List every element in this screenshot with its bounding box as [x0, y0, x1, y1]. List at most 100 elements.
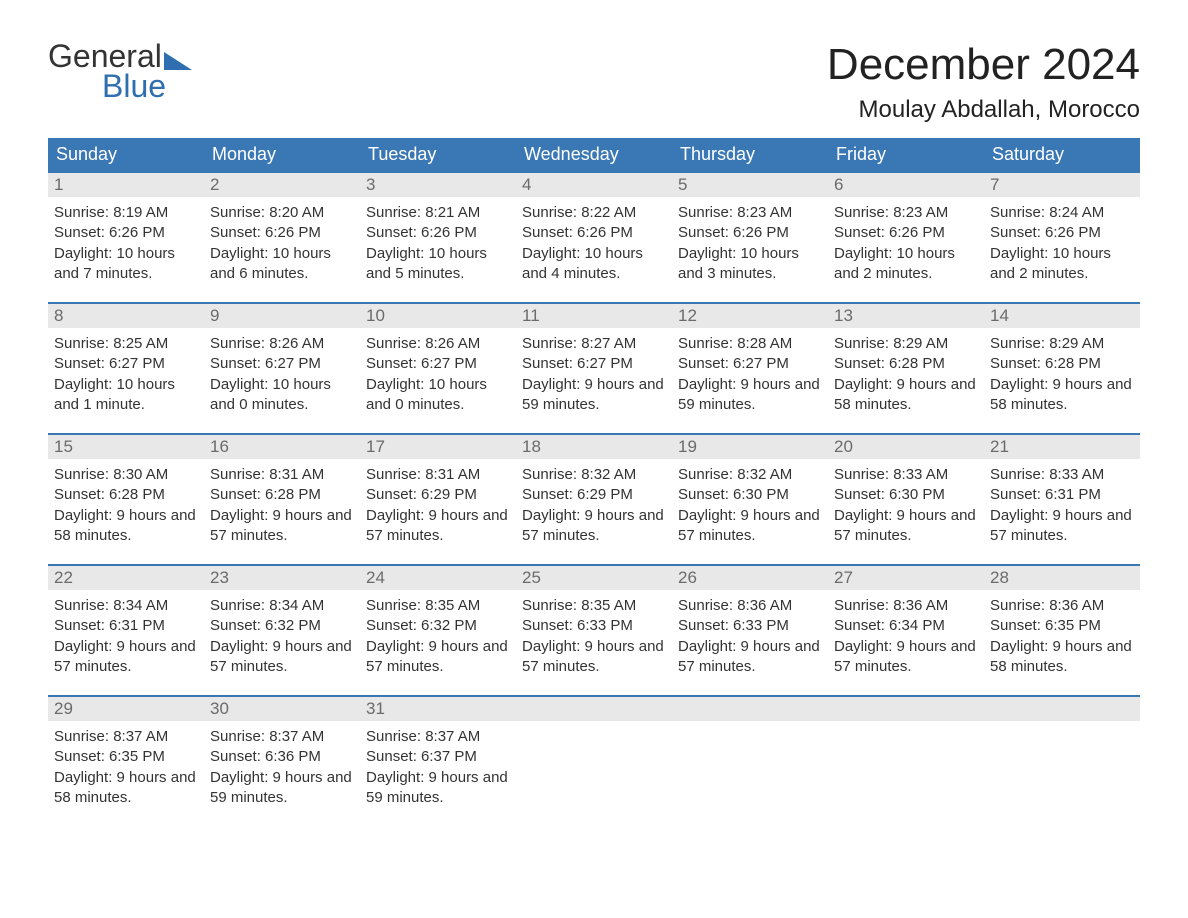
sunset-line: Sunset: 6:28 PM [210, 485, 354, 505]
sunset-line: Sunset: 6:27 PM [366, 354, 510, 374]
day-number [516, 697, 672, 721]
sunset-line: Sunset: 6:26 PM [834, 223, 978, 243]
calendar-day: 23Sunrise: 8:34 AMSunset: 6:32 PMDayligh… [204, 566, 360, 677]
calendar-day: 20Sunrise: 8:33 AMSunset: 6:30 PMDayligh… [828, 435, 984, 546]
calendar-week: 29Sunrise: 8:37 AMSunset: 6:35 PMDayligh… [48, 695, 1140, 808]
weekday-header: Wednesday [516, 138, 672, 171]
logo-triangle-icon [164, 52, 192, 70]
sunset-line: Sunset: 6:27 PM [54, 354, 198, 374]
day-number: 22 [48, 566, 204, 590]
daylight-line: Daylight: 9 hours and 58 minutes. [834, 375, 978, 416]
sunset-line: Sunset: 6:32 PM [210, 616, 354, 636]
sunset-line: Sunset: 6:29 PM [522, 485, 666, 505]
daylight-line: Daylight: 9 hours and 57 minutes. [834, 506, 978, 547]
logo: General Blue [48, 40, 192, 102]
calendar-day: 18Sunrise: 8:32 AMSunset: 6:29 PMDayligh… [516, 435, 672, 546]
calendar-day: 24Sunrise: 8:35 AMSunset: 6:32 PMDayligh… [360, 566, 516, 677]
day-number: 26 [672, 566, 828, 590]
sunset-line: Sunset: 6:26 PM [210, 223, 354, 243]
day-details: Sunrise: 8:35 AMSunset: 6:32 PMDaylight:… [360, 590, 516, 677]
day-details: Sunrise: 8:29 AMSunset: 6:28 PMDaylight:… [828, 328, 984, 415]
sunset-line: Sunset: 6:26 PM [990, 223, 1134, 243]
sunset-line: Sunset: 6:27 PM [210, 354, 354, 374]
day-details: Sunrise: 8:28 AMSunset: 6:27 PMDaylight:… [672, 328, 828, 415]
sunset-line: Sunset: 6:31 PM [54, 616, 198, 636]
day-number: 16 [204, 435, 360, 459]
day-details: Sunrise: 8:26 AMSunset: 6:27 PMDaylight:… [204, 328, 360, 415]
daylight-line: Daylight: 10 hours and 2 minutes. [834, 244, 978, 285]
day-details: Sunrise: 8:34 AMSunset: 6:32 PMDaylight:… [204, 590, 360, 677]
weekday-header-row: SundayMondayTuesdayWednesdayThursdayFrid… [48, 138, 1140, 171]
daylight-line: Daylight: 9 hours and 57 minutes. [54, 637, 198, 678]
sunrise-line: Sunrise: 8:26 AM [210, 334, 354, 354]
day-details: Sunrise: 8:24 AMSunset: 6:26 PMDaylight:… [984, 197, 1140, 284]
sunrise-line: Sunrise: 8:31 AM [210, 465, 354, 485]
day-number: 14 [984, 304, 1140, 328]
sunrise-line: Sunrise: 8:32 AM [522, 465, 666, 485]
calendar-day: 8Sunrise: 8:25 AMSunset: 6:27 PMDaylight… [48, 304, 204, 415]
calendar-day: 4Sunrise: 8:22 AMSunset: 6:26 PMDaylight… [516, 173, 672, 284]
day-number: 31 [360, 697, 516, 721]
day-details: Sunrise: 8:32 AMSunset: 6:30 PMDaylight:… [672, 459, 828, 546]
sunrise-line: Sunrise: 8:36 AM [834, 596, 978, 616]
day-number: 21 [984, 435, 1140, 459]
daylight-line: Daylight: 10 hours and 0 minutes. [366, 375, 510, 416]
day-number: 1 [48, 173, 204, 197]
day-number: 17 [360, 435, 516, 459]
daylight-line: Daylight: 9 hours and 59 minutes. [678, 375, 822, 416]
daylight-line: Daylight: 9 hours and 58 minutes. [54, 506, 198, 547]
day-number: 9 [204, 304, 360, 328]
daylight-line: Daylight: 9 hours and 57 minutes. [678, 637, 822, 678]
day-number: 29 [48, 697, 204, 721]
sunrise-line: Sunrise: 8:23 AM [834, 203, 978, 223]
daylight-line: Daylight: 10 hours and 2 minutes. [990, 244, 1134, 285]
calendar-day: 27Sunrise: 8:36 AMSunset: 6:34 PMDayligh… [828, 566, 984, 677]
day-details: Sunrise: 8:23 AMSunset: 6:26 PMDaylight:… [672, 197, 828, 284]
header: General Blue December 2024 Moulay Abdall… [48, 40, 1140, 124]
sunrise-line: Sunrise: 8:33 AM [834, 465, 978, 485]
weekday-header: Saturday [984, 138, 1140, 171]
calendar-day: 5Sunrise: 8:23 AMSunset: 6:26 PMDaylight… [672, 173, 828, 284]
sunrise-line: Sunrise: 8:33 AM [990, 465, 1134, 485]
day-number: 30 [204, 697, 360, 721]
daylight-line: Daylight: 10 hours and 1 minute. [54, 375, 198, 416]
day-number: 4 [516, 173, 672, 197]
sunrise-line: Sunrise: 8:37 AM [54, 727, 198, 747]
calendar-day [828, 697, 984, 808]
sunset-line: Sunset: 6:28 PM [990, 354, 1134, 374]
sunset-line: Sunset: 6:31 PM [990, 485, 1134, 505]
sunset-line: Sunset: 6:27 PM [522, 354, 666, 374]
weekday-header: Monday [204, 138, 360, 171]
day-number: 24 [360, 566, 516, 590]
daylight-line: Daylight: 10 hours and 6 minutes. [210, 244, 354, 285]
sunrise-line: Sunrise: 8:23 AM [678, 203, 822, 223]
sunrise-line: Sunrise: 8:26 AM [366, 334, 510, 354]
calendar-day: 1Sunrise: 8:19 AMSunset: 6:26 PMDaylight… [48, 173, 204, 284]
sunrise-line: Sunrise: 8:37 AM [366, 727, 510, 747]
daylight-line: Daylight: 9 hours and 59 minutes. [210, 768, 354, 809]
day-number: 19 [672, 435, 828, 459]
month-title: December 2024 [827, 40, 1140, 90]
day-details: Sunrise: 8:32 AMSunset: 6:29 PMDaylight:… [516, 459, 672, 546]
daylight-line: Daylight: 10 hours and 0 minutes. [210, 375, 354, 416]
day-details: Sunrise: 8:23 AMSunset: 6:26 PMDaylight:… [828, 197, 984, 284]
sunset-line: Sunset: 6:26 PM [366, 223, 510, 243]
calendar-day [984, 697, 1140, 808]
sunset-line: Sunset: 6:26 PM [54, 223, 198, 243]
weekday-header: Tuesday [360, 138, 516, 171]
sunrise-line: Sunrise: 8:34 AM [210, 596, 354, 616]
day-number: 18 [516, 435, 672, 459]
daylight-line: Daylight: 9 hours and 57 minutes. [678, 506, 822, 547]
day-number: 11 [516, 304, 672, 328]
daylight-line: Daylight: 9 hours and 58 minutes. [990, 375, 1134, 416]
daylight-line: Daylight: 9 hours and 57 minutes. [522, 637, 666, 678]
day-number: 6 [828, 173, 984, 197]
sunrise-line: Sunrise: 8:27 AM [522, 334, 666, 354]
sunset-line: Sunset: 6:29 PM [366, 485, 510, 505]
daylight-line: Daylight: 9 hours and 57 minutes. [210, 637, 354, 678]
day-details: Sunrise: 8:19 AMSunset: 6:26 PMDaylight:… [48, 197, 204, 284]
day-number: 3 [360, 173, 516, 197]
daylight-line: Daylight: 9 hours and 58 minutes. [54, 768, 198, 809]
day-number: 13 [828, 304, 984, 328]
calendar-day: 25Sunrise: 8:35 AMSunset: 6:33 PMDayligh… [516, 566, 672, 677]
